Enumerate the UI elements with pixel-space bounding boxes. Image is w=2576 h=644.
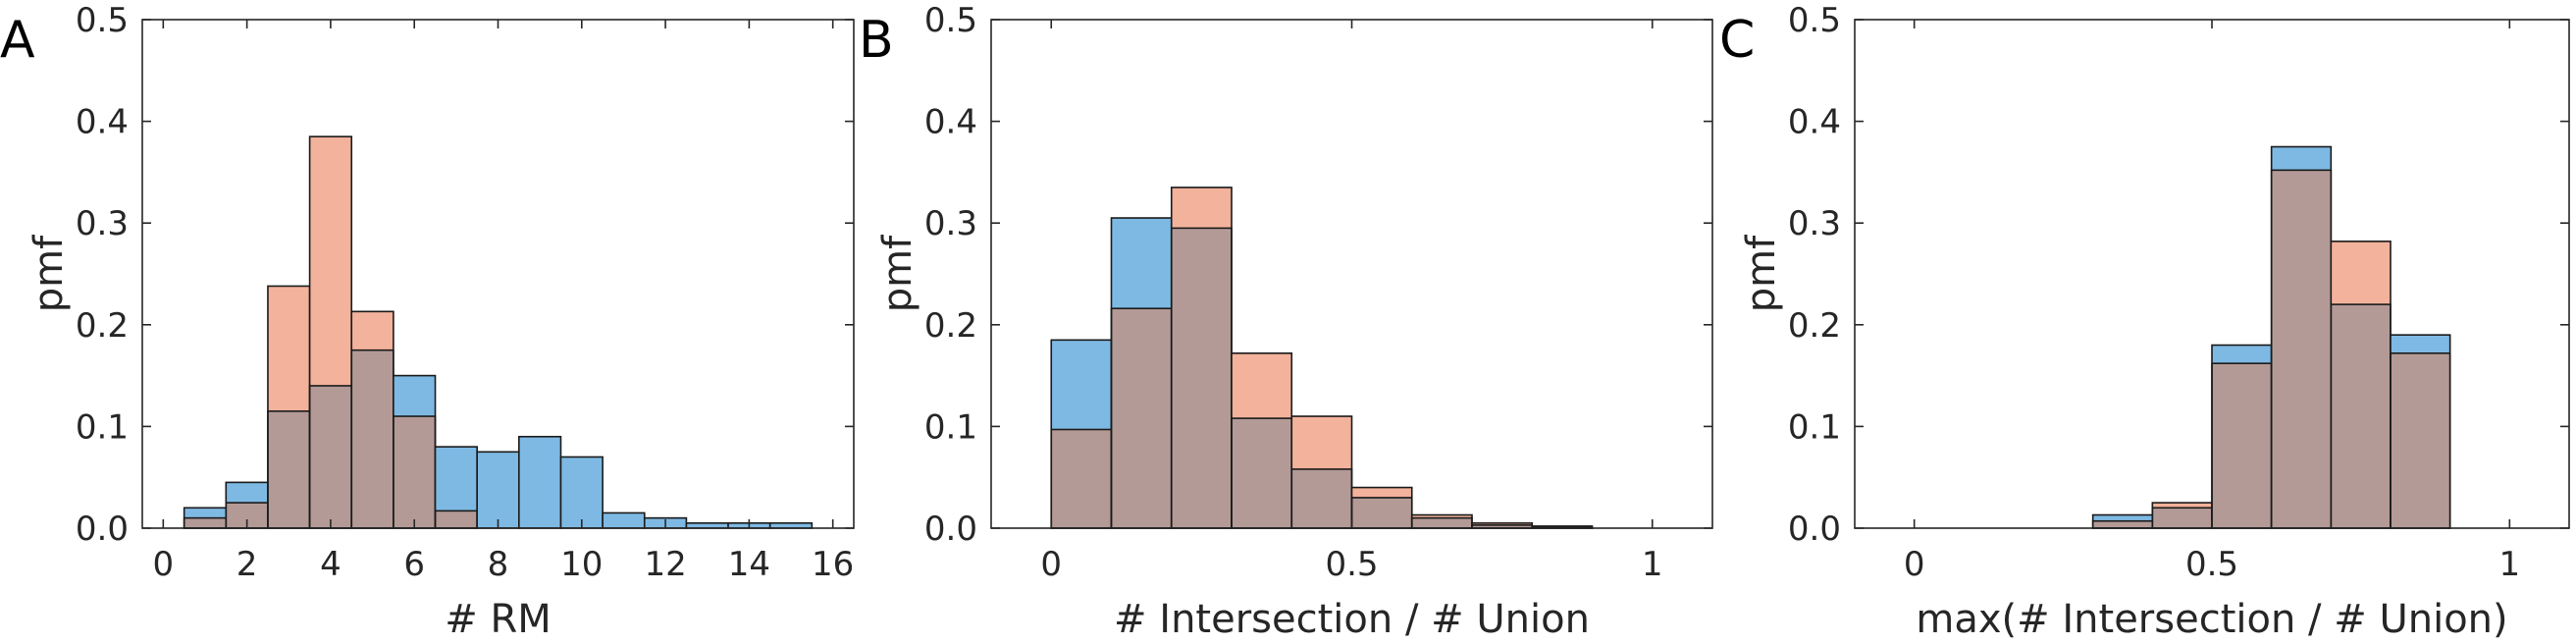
bar-excess xyxy=(2212,345,2272,364)
y-tick-label: 0.3 xyxy=(1788,204,1841,243)
x-tick-label: 12 xyxy=(644,545,686,584)
bar-overlap xyxy=(393,416,436,528)
bar-overlap xyxy=(1111,308,1172,528)
x-axis-label: # RM xyxy=(445,597,552,642)
bar-excess xyxy=(603,512,645,528)
x-tick-label: 14 xyxy=(728,545,770,584)
bar-overlap xyxy=(184,517,227,528)
x-tick-label: 0 xyxy=(153,545,175,584)
bar-overlap xyxy=(2092,520,2153,528)
bar-overlap xyxy=(2391,352,2450,528)
panel-label: C xyxy=(1719,11,1755,70)
x-tick-label: 2 xyxy=(237,545,258,584)
bar-excess xyxy=(393,375,436,417)
x-tick-label: 4 xyxy=(320,545,342,584)
bar-excess xyxy=(1472,522,1533,525)
chart-panel-c: 0.0 0.1 0.2 0.3 0.4 0.5 0 0.5 1 max(# Intersectio… xyxy=(1719,1,2570,642)
x-tick-label: 1 xyxy=(2499,545,2521,584)
y-tick-label: 0.4 xyxy=(76,103,129,142)
bar-excess xyxy=(226,482,268,504)
y-tick-label: 0.0 xyxy=(924,510,977,549)
y-tick-label: 0.5 xyxy=(76,1,129,40)
bar-overlap xyxy=(309,385,352,528)
y-tick-label: 0.3 xyxy=(76,204,129,243)
bar-excess xyxy=(309,136,352,386)
bar-excess xyxy=(1171,187,1232,229)
x-tick-label: 8 xyxy=(488,545,509,584)
bar-excess xyxy=(1232,352,1292,419)
bar-excess xyxy=(769,522,813,528)
x-tick-label: 0.5 xyxy=(2185,545,2238,584)
bar-overlap xyxy=(2212,363,2272,528)
chart-panel-a: 0.0 0.1 0.2 0.3 0.4 0.5 0 2 4 6 8 10 12 14 16 # RM pmf A xyxy=(0,1,855,642)
x-axis-label: max(# Intersection / # Union) xyxy=(1916,597,2507,642)
x-tick-label: 6 xyxy=(403,545,425,584)
bar-excess xyxy=(560,456,604,528)
bar-excess xyxy=(1351,487,1412,498)
bar-excess xyxy=(477,452,519,528)
bar-overlap xyxy=(435,510,478,528)
bar-excess xyxy=(2092,514,2153,521)
y-tick-label: 0.1 xyxy=(76,407,129,447)
bar-excess xyxy=(184,508,227,518)
bar-excess xyxy=(1051,340,1112,430)
bar-overlap xyxy=(1411,517,1472,528)
bar-excess xyxy=(1291,416,1352,469)
y-tick-label: 0.1 xyxy=(1788,407,1841,447)
bar-overlap xyxy=(267,410,310,528)
bar-overlap xyxy=(2331,304,2391,528)
bar-excess xyxy=(518,436,561,528)
bar-excess xyxy=(686,522,729,528)
y-tick-label: 0.5 xyxy=(1788,1,1841,40)
y-tick-label: 0.1 xyxy=(924,407,977,447)
x-tick-label: 10 xyxy=(560,545,603,584)
x-axis-label: # Intersection / # Union xyxy=(1114,597,1590,642)
y-tick-label: 0.2 xyxy=(1788,306,1841,346)
bar-overlap xyxy=(1171,228,1232,528)
bar-excess xyxy=(2331,241,2391,305)
x-tick-label: 16 xyxy=(812,545,854,584)
y-tick-label: 0.3 xyxy=(924,204,977,243)
y-tick-label: 0.5 xyxy=(924,1,977,40)
bar-excess xyxy=(1411,514,1472,518)
bar-excess xyxy=(2271,146,2332,171)
bar-excess xyxy=(2152,503,2212,509)
y-tick-label: 0.0 xyxy=(76,510,129,549)
bar-overlap xyxy=(1051,429,1112,528)
y-tick-label: 0.4 xyxy=(924,103,977,142)
y-tick-label: 0.2 xyxy=(76,306,129,346)
chart-panel-b: 0.0 0.1 0.2 0.3 0.4 0.5 0 0.5 1 # Intersection / … xyxy=(859,1,1713,642)
y-axis-label: pmf xyxy=(875,235,920,312)
bar-overlap xyxy=(1291,468,1352,528)
y-axis-label: pmf xyxy=(26,235,72,312)
bar-excess xyxy=(351,311,394,350)
y-axis-label: pmf xyxy=(1739,235,1784,312)
x-tick-label: 0 xyxy=(1904,545,1925,584)
bar-excess xyxy=(1111,218,1172,309)
bar-excess xyxy=(2391,335,2450,353)
y-tick-label: 0.4 xyxy=(1788,103,1841,142)
bar-overlap xyxy=(1351,497,1412,528)
x-tick-label: 1 xyxy=(1642,545,1663,584)
panel-label: B xyxy=(859,11,894,70)
y-tick-label: 0.2 xyxy=(924,306,977,346)
bar-excess xyxy=(435,447,478,511)
panel-label: A xyxy=(0,11,35,70)
bar-overlap xyxy=(1232,418,1292,528)
x-tick-label: 0.5 xyxy=(1325,545,1378,584)
bar-overlap xyxy=(351,349,394,528)
bar-excess xyxy=(267,286,310,411)
x-tick-label: 0 xyxy=(1040,545,1062,584)
bar-overlap xyxy=(2152,508,2212,528)
bar-overlap xyxy=(1472,524,1533,528)
y-tick-label: 0.0 xyxy=(1788,510,1841,549)
bar-overlap xyxy=(2271,170,2332,528)
